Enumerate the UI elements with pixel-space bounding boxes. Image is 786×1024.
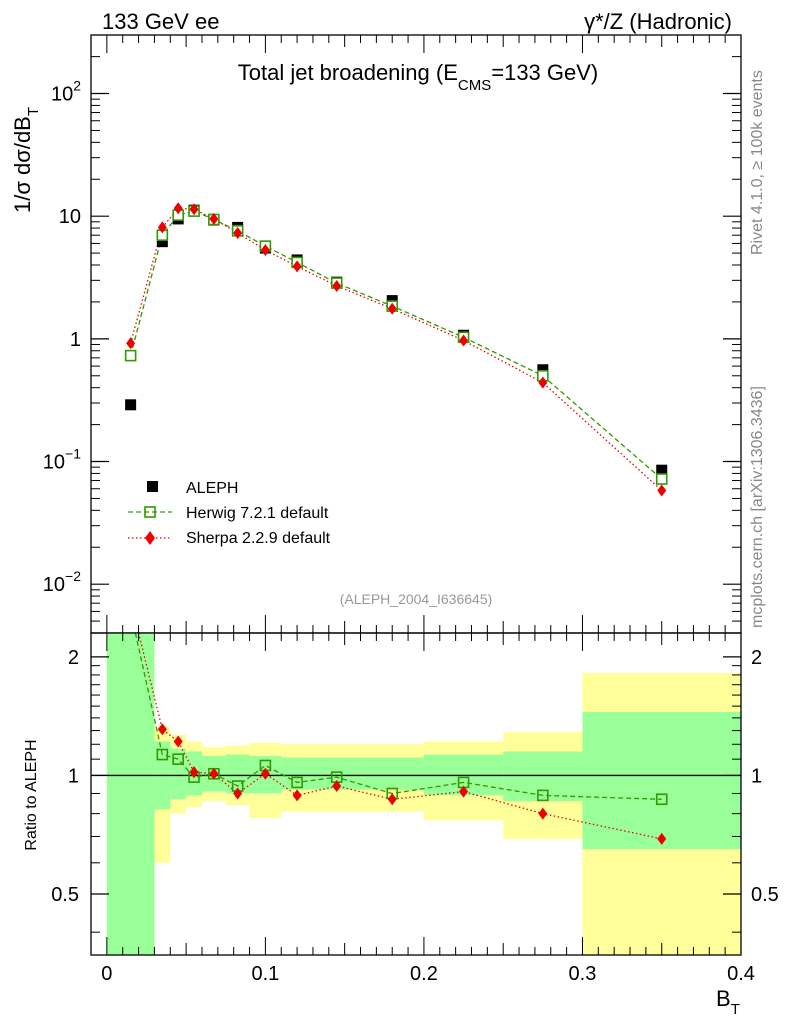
sherpa-ratio-point (459, 785, 469, 798)
sherpa-line (129, 207, 663, 491)
y-tick-label-exp: 2 (73, 78, 81, 94)
sherpa-point (657, 484, 667, 497)
header-right-label: γ*/Z (Hadronic) (584, 9, 732, 34)
ratio-plot-frame (90, 632, 742, 956)
legend-label-aleph: ALEPH (186, 480, 238, 497)
sherpa-ratio-point (233, 787, 243, 800)
herwig-ratio-point (172, 753, 184, 765)
aleph-point (537, 364, 549, 376)
sherpa-ratio-point (189, 766, 199, 779)
y-tick-label: 10−2 (43, 568, 81, 596)
y-tick-label-base: 10 (43, 452, 65, 474)
sherpa-point (126, 337, 136, 350)
y-tick-label-base: 10 (43, 574, 65, 596)
mcplots-label: mcplots.cern.ch [arXiv:1306.3436] (749, 386, 766, 628)
aleph-point (125, 399, 137, 411)
x-axis-label: BT (716, 986, 740, 1018)
y-axis-label: 1/σ dσ/dBT (10, 107, 42, 213)
x-tick-label: 0.3 (569, 963, 597, 985)
x-axis-label-sub: T (731, 1001, 740, 1018)
sherpa-ratio-point (260, 767, 270, 780)
sherpa-ratio-point (387, 793, 397, 806)
main-plot-panel: Total jet broadening (ECMS=133 GeV) (ALE… (10, 34, 742, 634)
sherpa-point (209, 212, 219, 225)
sherpa-point (233, 226, 243, 239)
sherpa-point (538, 376, 548, 389)
ratio-y-tick-label-right: 2 (751, 647, 762, 669)
herwig-ratio-point (291, 776, 303, 789)
herwig-ratio-point (655, 793, 668, 806)
y-axis-label-main: 1/σ dσ/dB (10, 116, 35, 213)
sherpa-point (189, 203, 199, 216)
herwig-point (124, 349, 137, 362)
uncertainty-band-inner (170, 748, 187, 800)
sherpa-ratio-point (332, 780, 342, 793)
legend-label-herwig: Herwig 7.2.1 default (186, 505, 329, 522)
sherpa-ratio-point (292, 789, 302, 802)
legend-marker-sherpa (145, 531, 155, 545)
uncertainty-band-inner (503, 751, 583, 802)
y-axis-label-sub: T (25, 107, 42, 116)
ratio-plot-panel: 0.5 0.5 1 1 2 2 0 0.1 0.2 0.3 0.4 Ratio to ALEPH B… (23, 632, 779, 1018)
y-tick-label-base: 10 (51, 84, 73, 106)
sherpa-point (292, 260, 302, 273)
rivet-version-label: Rivet 4.1.0, ≥ 100k events (749, 70, 766, 255)
legend-marker-aleph (147, 481, 158, 492)
sherpa-point (260, 244, 270, 257)
plot-title: Total jet broadening (ECMS=133 GeV) (238, 60, 599, 94)
herwig-ratio-point (537, 789, 549, 802)
sherpa-point (173, 202, 183, 215)
legend: ALEPH Herwig 7.2.1 default Sherpa 2.2.9 … (128, 480, 331, 547)
sherpa-ratio-point (173, 735, 183, 748)
ratio-y-tick-label: 2 (68, 647, 79, 669)
legend-label-sherpa: Sherpa 2.2.9 default (186, 530, 331, 547)
y-tick-label: 1 (70, 329, 81, 351)
sherpa-ratio-point (209, 767, 219, 780)
x-axis-label-main: B (716, 986, 731, 1011)
y-tick-label: 10−1 (43, 446, 81, 474)
plot-title-tail: =133 GeV) (491, 60, 598, 85)
sherpa-ratio-point (157, 723, 167, 736)
uncertainty-band-inner (225, 754, 250, 794)
sherpa-ratio-point (538, 807, 548, 820)
header-left-label: 133 GeV ee (102, 9, 219, 34)
x-tick-label: 0 (101, 963, 112, 985)
herwig-ratio-line (134, 632, 662, 800)
plot-title-sub: CMS (458, 77, 491, 94)
ratio-y-tick-label: 1 (68, 765, 79, 787)
x-tick-label: 0.4 (727, 963, 755, 985)
x-tick-label: 0.2 (410, 963, 438, 985)
ratio-y-tick-label-right: 0.5 (751, 884, 779, 906)
sherpa-point (387, 302, 397, 315)
herwig-point (655, 473, 668, 485)
sherpa-ratio-point (657, 832, 667, 845)
uncertainty-band-inner (106, 633, 155, 955)
uncertainty-band-inner (582, 711, 741, 850)
x-tick-label: 0.1 (251, 963, 279, 985)
y-tick-label-exp: −2 (65, 568, 81, 584)
y-tick-label-exp: −1 (65, 446, 81, 462)
legend-marker-herwig (144, 506, 156, 518)
herwig-ratio-point (156, 748, 169, 761)
ratio-y-tick-label: 0.5 (51, 884, 79, 906)
uncertainty-band-inner (281, 757, 313, 790)
sherpa-point (157, 221, 167, 234)
y-tick-label: 10 (59, 206, 81, 228)
ratio-y-axis-label: Ratio to ALEPH (23, 739, 40, 850)
uncertainty-band-inner (360, 757, 424, 790)
sherpa-point (332, 279, 342, 292)
watermark-label: (ALEPH_2004_I636645) (340, 591, 493, 607)
ratio-y-tick-label-right: 1 (751, 765, 762, 787)
sherpa-point (459, 334, 469, 347)
plot-title-main: Total jet broadening (E (238, 60, 458, 85)
aleph-point (656, 464, 668, 476)
aleph-point (156, 236, 168, 248)
herwig-line (129, 210, 663, 480)
y-tick-label: 102 (51, 78, 81, 106)
